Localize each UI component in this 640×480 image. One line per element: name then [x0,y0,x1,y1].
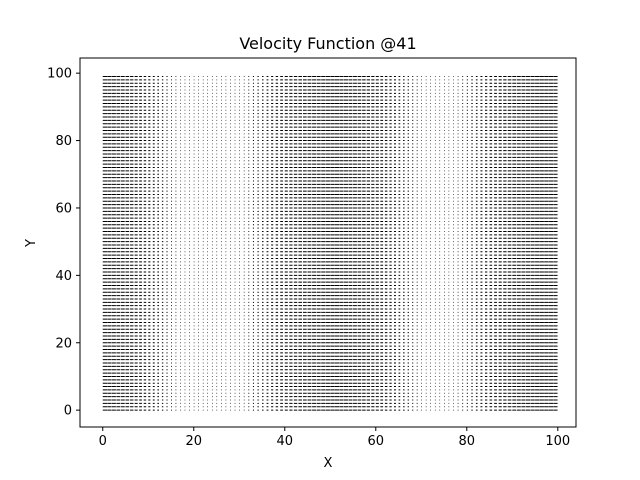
x-tick-label: 60 [368,434,385,449]
quiver-arrows [102,76,558,411]
x-tick-label: 40 [276,434,293,449]
y-tick-label: 80 [55,134,72,149]
y-tick-label: 60 [55,201,72,216]
x-axis-ticks: 0 20 40 60 80 100 [99,427,570,449]
y-tick-label: 0 [64,404,72,419]
x-tick-label: 20 [185,434,202,449]
y-tick-label: 20 [55,336,72,351]
x-tick-label: 80 [459,434,476,449]
y-axis-ticks: 0 20 40 60 80 100 [47,67,80,419]
axes-frame [79,57,577,428]
x-axis-label: X [324,456,333,471]
y-tick-label: 40 [55,269,72,284]
y-axis-label: Y [24,239,39,248]
chart-title: Velocity Function @41 [239,34,416,53]
plot-area [102,76,558,411]
x-tick-label: 100 [545,434,570,449]
x-tick-label: 0 [99,434,107,449]
y-tick-label: 100 [47,67,72,82]
quiver-arrow-field [102,76,558,411]
